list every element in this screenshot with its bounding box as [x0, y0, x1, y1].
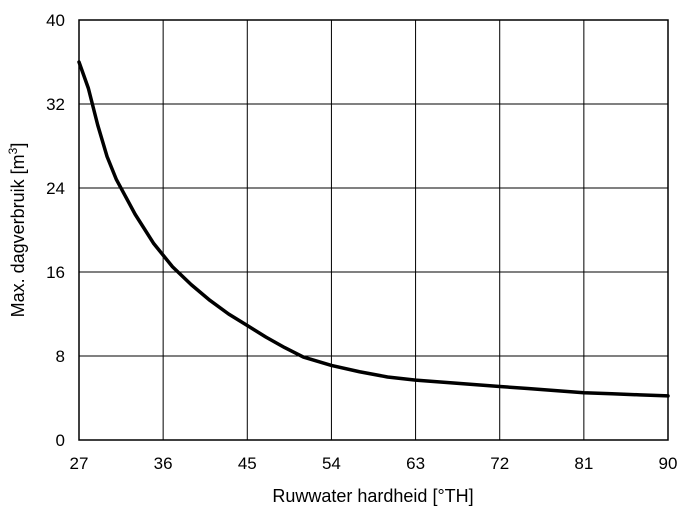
x-tick-label: 27 — [70, 454, 89, 473]
y-tick-label: 16 — [46, 263, 65, 282]
grid-lines — [78, 19, 669, 441]
y-tick-label: 8 — [56, 347, 65, 366]
y-tick-label: 24 — [46, 179, 65, 198]
y-tick-labels: 0 8 16 24 32 40 — [46, 11, 65, 450]
x-axis-label: Ruwwater hardheid [°TH] — [272, 486, 473, 506]
y-axis-label-main: Max. dagverbruik [m — [8, 154, 28, 317]
y-axis-label: Max. dagverbruik [m3] — [6, 143, 28, 318]
plot-frame — [78, 19, 669, 441]
x-tick-label: 81 — [574, 454, 593, 473]
x-tick-label: 63 — [406, 454, 425, 473]
y-tick-label: 40 — [46, 11, 65, 30]
series-line — [77, 60, 670, 398]
y-tick-label: 32 — [46, 95, 65, 114]
x-tick-label: 36 — [154, 454, 173, 473]
y-axis-label-sup: 3 — [6, 147, 20, 154]
x-tick-label: 54 — [322, 454, 341, 473]
x-tick-labels: 27 36 45 54 63 72 81 90 — [70, 454, 678, 473]
x-tick-label: 45 — [238, 454, 257, 473]
y-tick-label: 0 — [56, 431, 65, 450]
y-axis-label-end: ] — [8, 143, 28, 148]
x-tick-label: 72 — [490, 454, 509, 473]
x-tick-label: 90 — [659, 454, 678, 473]
